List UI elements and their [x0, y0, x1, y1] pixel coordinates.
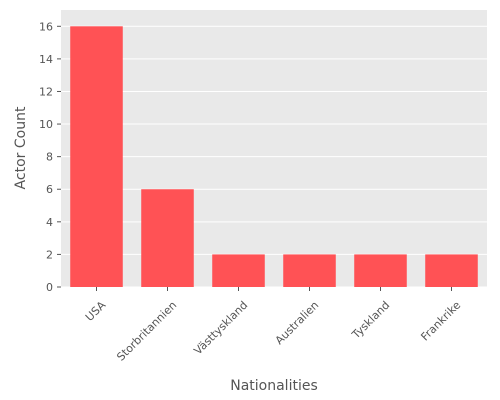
- y-tick-label: 6: [46, 183, 53, 196]
- y-tick-label: 4: [46, 216, 53, 229]
- x-tick-label: Australien: [273, 299, 322, 348]
- y-tick-label: 14: [39, 53, 53, 66]
- bar-frankrike: [425, 254, 478, 287]
- grid-lines: [61, 25, 487, 288]
- bars: [70, 26, 478, 287]
- bar-tyskland: [354, 254, 407, 287]
- y-axis-label: Actor Count: [13, 106, 29, 189]
- x-tick-label: USA: [83, 298, 109, 324]
- y-tick-label: 0: [46, 281, 53, 294]
- y-tick-label: 10: [39, 118, 53, 131]
- x-tick-label: Frankrike: [418, 298, 463, 343]
- bar-australien: [283, 254, 336, 287]
- bar-västtyskland: [212, 254, 265, 287]
- y-tick-label: 12: [39, 85, 53, 98]
- x-tick-label: Storbritannien: [114, 299, 179, 364]
- bar-storbritannien: [141, 189, 194, 287]
- x-tick-label: Västtyskland: [191, 299, 250, 358]
- x-axis-label: Nationalities: [230, 378, 318, 394]
- y-axis-ticks: 0 2 4 6 8 10 12 14 16: [39, 20, 61, 294]
- y-tick-label: 2: [46, 248, 53, 261]
- x-tick-label: Tyskland: [349, 299, 392, 342]
- bar-usa: [70, 26, 123, 287]
- y-tick-label: 8: [46, 151, 53, 164]
- plot-area: [61, 10, 487, 287]
- x-axis-ticks: USA Storbritannien Västtyskland Australien T…: [83, 287, 463, 364]
- y-tick-label: 16: [39, 20, 53, 33]
